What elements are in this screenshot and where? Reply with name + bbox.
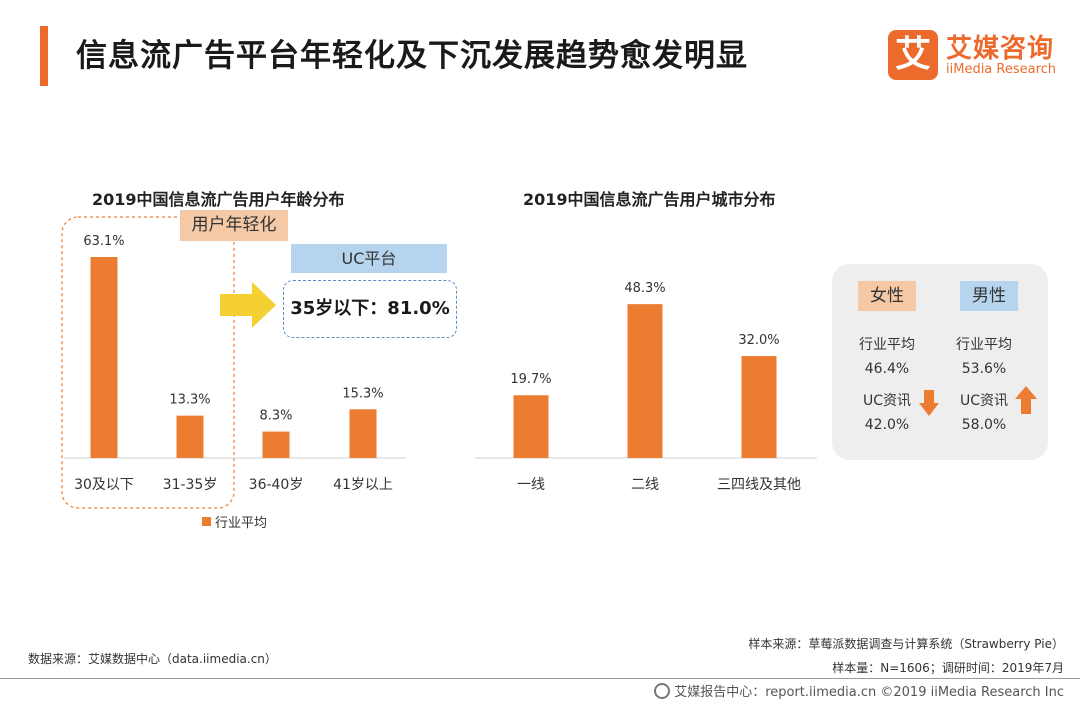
age-bar [349, 409, 377, 458]
arrow-down-icon [919, 390, 939, 416]
male-uc-value: 58.0% [961, 417, 1007, 433]
age-category-label: 41岁以上 [333, 477, 393, 493]
legend-label: 行业平均 [215, 516, 267, 531]
page-title: 信息流广告平台年轻化及下沉发展趋势愈发明显 [76, 38, 748, 74]
age-category-label: 36-40岁 [249, 477, 304, 493]
city-chart-title: 2019中国信息流广告用户城市分布 [523, 190, 776, 209]
uc-arrow-icon [220, 282, 276, 328]
arrow-up-icon [1015, 386, 1037, 414]
age-data-label: 13.3% [169, 393, 210, 408]
female-uc-value: 42.0% [864, 417, 910, 433]
city-data-label: 19.7% [510, 372, 551, 387]
age-bar [90, 257, 118, 458]
age-category-label: 31-35岁 [163, 477, 218, 493]
city-category-label: 二线 [631, 477, 659, 493]
legend-swatch [202, 517, 211, 526]
age-bar [262, 431, 290, 458]
city-category-label: 三四线及其他 [717, 477, 801, 493]
age-category-label: 30及以下 [74, 477, 134, 493]
data-source: 数据来源：艾媒数据中心（data.iimedia.cn） [28, 652, 277, 666]
young-users-tag: 用户年轻化 [180, 210, 288, 241]
city-data-label: 32.0% [738, 333, 779, 348]
city-bar [741, 356, 777, 458]
female-industry-value: 46.4% [864, 361, 910, 377]
footer-divider [0, 678, 1080, 679]
young-users-highlight-box [61, 216, 235, 509]
title-accent-bar [40, 26, 48, 86]
uc-under35-value: 35岁以下：81.0% [283, 280, 457, 338]
logo-cn-text: 艾媒咨询 [946, 34, 1055, 64]
gender-panel: 女性 男性 行业平均 46.4% UC资讯 42.0% 行业平均 53.6% U… [832, 264, 1048, 460]
male-uc-label: UC资讯 [959, 393, 1009, 409]
male-industry-label: 行业平均 [956, 337, 1012, 353]
female-industry-label: 行业平均 [859, 337, 915, 353]
city-category-label: 一线 [517, 477, 545, 493]
footer-text: 艾媒报告中心：report.iimedia.cn ©2019 iiMedia R… [674, 685, 1064, 700]
female-uc-label: UC资讯 [862, 393, 912, 409]
logo-mark: 艾 [888, 30, 938, 80]
male-industry-value: 53.6% [961, 361, 1007, 377]
age-data-label: 8.3% [259, 409, 292, 424]
globe-icon [654, 683, 671, 699]
iimedia-logo: 艾 艾媒咨询 iiMedia Research [888, 30, 1063, 86]
male-tag: 男性 [960, 281, 1018, 311]
city-bar [627, 304, 663, 458]
age-bar [176, 415, 204, 458]
sample-source: 样本来源：草莓派数据调查与计算系统（Strawberry Pie） [748, 637, 1064, 651]
female-tag: 女性 [858, 281, 916, 311]
footer: 艾媒报告中心：report.iimedia.cn ©2019 iiMedia R… [654, 681, 1064, 700]
logo-en-text: iiMedia Research [946, 62, 1057, 77]
sample-size: 样本量：N=1606；调研时间：2019年7月 [832, 661, 1064, 675]
uc-platform-header: UC平台 [291, 244, 447, 273]
city-data-label: 48.3% [624, 281, 665, 296]
age-chart-title: 2019中国信息流广告用户年龄分布 [92, 190, 345, 209]
city-bar [513, 395, 549, 458]
age-data-label: 63.1% [83, 234, 124, 249]
age-data-label: 15.3% [342, 386, 383, 401]
